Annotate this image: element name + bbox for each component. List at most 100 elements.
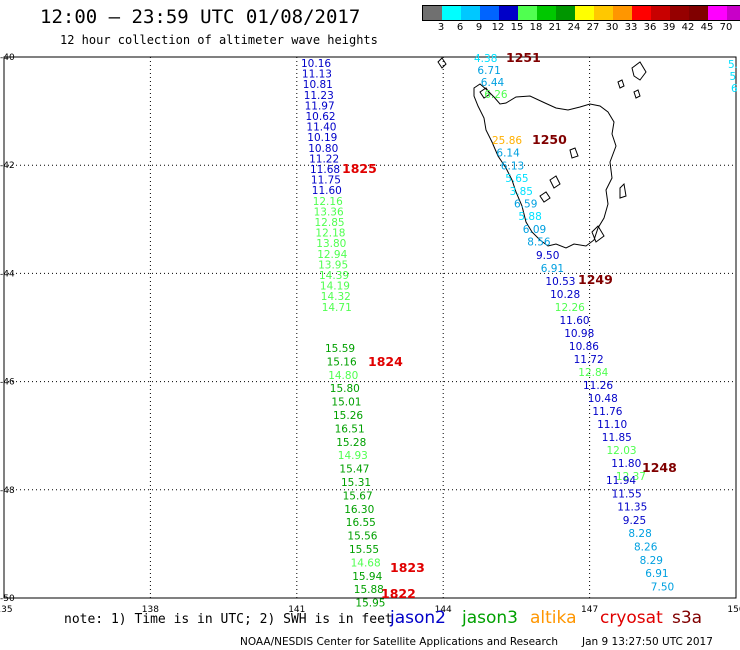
wave-height-value: 10.80 bbox=[308, 143, 338, 155]
wave-height-value: 10.62 bbox=[306, 111, 336, 123]
maria-island bbox=[619, 182, 627, 199]
wave-height-value: 10.28 bbox=[550, 289, 580, 301]
wave-height-value: 11.72 bbox=[574, 354, 604, 366]
legend-altika: altika bbox=[530, 608, 577, 628]
wave-height-value: 11.22 bbox=[309, 153, 339, 165]
wave-height-value: 12.26 bbox=[555, 302, 585, 314]
wave-height-value: 15.16 bbox=[327, 356, 357, 368]
wave-height-value: 14.19 bbox=[320, 281, 350, 293]
wave-height-value: 15.47 bbox=[339, 464, 369, 476]
wave-height-value: 11.40 bbox=[306, 122, 336, 134]
wave-height-value: 11.76 bbox=[592, 406, 622, 418]
colorbar-swatch bbox=[594, 6, 613, 20]
longitude-tick-label: 135 bbox=[0, 605, 13, 615]
wave-height-value: 12.84 bbox=[578, 367, 608, 379]
small-island bbox=[633, 89, 641, 99]
wave-height-value: 6.26 bbox=[484, 89, 508, 101]
wave-height-value: 8.28 bbox=[628, 528, 651, 540]
wave-height-value: 7.50 bbox=[651, 581, 674, 593]
wave-height-value: 6.91 bbox=[645, 568, 668, 580]
track-pass-label: 1823 bbox=[390, 560, 425, 575]
flinders-island bbox=[631, 61, 647, 81]
wave-height-value: 6.14 bbox=[496, 148, 520, 160]
wave-height-value: 11.60 bbox=[560, 315, 590, 327]
wave-height-value: 6.44 bbox=[481, 77, 505, 89]
wave-height-value: 10.19 bbox=[307, 132, 337, 144]
longitude-tick-label: 141 bbox=[288, 605, 305, 615]
wave-height-value: 16.51 bbox=[335, 423, 365, 435]
tasmania-coastline bbox=[473, 83, 617, 249]
longitude-tick-label: 138 bbox=[142, 605, 159, 615]
wave-height-value: 13.36 bbox=[314, 206, 344, 218]
longitude-tick-label: 144 bbox=[435, 605, 452, 615]
wave-height-value: 11.55 bbox=[612, 488, 642, 500]
colorbar-swatch bbox=[689, 6, 708, 20]
wave-height-value: 8.56 bbox=[527, 237, 551, 249]
colorbar-label: 12 bbox=[491, 22, 505, 33]
track-pass-label: 1825 bbox=[342, 161, 377, 176]
wave-height-value: 15.59 bbox=[325, 343, 355, 355]
colorbar-label: 70 bbox=[719, 22, 733, 33]
wave-height-value: 15.94 bbox=[352, 571, 382, 583]
colorbar-swatch bbox=[499, 6, 518, 20]
colorbar-swatch bbox=[537, 6, 556, 20]
chart-title: 12:00 — 23:59 UTC 01/08/2017 bbox=[40, 6, 361, 28]
wave-height-value: 11.80 bbox=[611, 458, 641, 470]
wave-height-value: 11.23 bbox=[304, 90, 334, 102]
wave-height-value: 6 bbox=[731, 83, 738, 95]
lake-outline bbox=[539, 191, 551, 203]
wave-height-value: 10.86 bbox=[569, 341, 599, 353]
wave-height-value: 14.93 bbox=[338, 450, 368, 462]
wave-height-value: 10.48 bbox=[588, 393, 618, 405]
wave-height-value: 3.85 bbox=[510, 186, 533, 198]
wave-height-value: 10.16 bbox=[301, 58, 331, 70]
wave-height-value: 12.18 bbox=[315, 228, 345, 240]
colorbar-label: 33 bbox=[624, 22, 638, 33]
wave-height-value: 11.35 bbox=[617, 502, 647, 514]
wave-height-value: 12.37 bbox=[616, 471, 646, 483]
wave-height-value: 8.26 bbox=[634, 542, 658, 554]
wave-height-value: 15.80 bbox=[330, 383, 360, 395]
wave-height-value: 16.55 bbox=[346, 517, 376, 529]
track-pass-label: 1248 bbox=[642, 460, 677, 475]
colorbar-swatch bbox=[651, 6, 670, 20]
legend-jason3: jason3 bbox=[462, 608, 518, 628]
wave-height-value: 13.95 bbox=[318, 259, 348, 271]
legend-cryosat: cryosat bbox=[600, 608, 663, 628]
wave-height-value: 12.85 bbox=[315, 217, 345, 229]
longitude-tick-label: 150 bbox=[727, 605, 740, 615]
wave-height-value: 11.60 bbox=[312, 185, 342, 197]
wave-height-value: 6.59 bbox=[514, 199, 537, 211]
bruny-island bbox=[591, 225, 605, 243]
wave-height-value: 6.09 bbox=[523, 224, 546, 236]
generated-timestamp: Jan 9 13:27:50 UTC 2017 bbox=[582, 636, 713, 648]
wave-height-value: 15.56 bbox=[347, 531, 377, 543]
wave-height-value: 13.80 bbox=[316, 238, 346, 250]
colorbar-label: 27 bbox=[586, 22, 600, 33]
wave-height-value: 14.68 bbox=[351, 557, 381, 569]
wave-height-value: 15.31 bbox=[341, 477, 371, 489]
latitude-tick-label: -42 bbox=[0, 161, 15, 171]
latitude-tick-label: -44 bbox=[0, 269, 15, 279]
wave-height-value: 15.28 bbox=[336, 437, 366, 449]
colorbar-label: 3 bbox=[437, 22, 445, 33]
colorbar-swatch bbox=[613, 6, 632, 20]
colorbar-swatch bbox=[727, 6, 740, 20]
wave-height-value: 6.91 bbox=[541, 263, 564, 275]
chart-subtitle: 12 hour collection of altimeter wave hei… bbox=[60, 33, 378, 47]
latitude-tick-label: -48 bbox=[0, 486, 15, 496]
wave-height-value: 6.71 bbox=[477, 65, 500, 77]
wave-height-value: 10.98 bbox=[564, 328, 594, 340]
wave-height-value: 15.55 bbox=[349, 544, 379, 556]
wave-height-value: 16.30 bbox=[344, 504, 374, 516]
track-pass-label: 1249 bbox=[578, 272, 613, 287]
colorbar-swatch bbox=[708, 6, 727, 20]
wave-height-value: 14.71 bbox=[322, 302, 352, 314]
wave-height-value: 10.81 bbox=[303, 79, 333, 91]
wave-height-value: 14.80 bbox=[328, 370, 358, 382]
colorbar-swatch bbox=[442, 6, 461, 20]
colorbar-label: 24 bbox=[567, 22, 581, 33]
wave-height-value: 12.03 bbox=[607, 445, 637, 457]
legend-jason2: jason2 bbox=[390, 608, 446, 628]
